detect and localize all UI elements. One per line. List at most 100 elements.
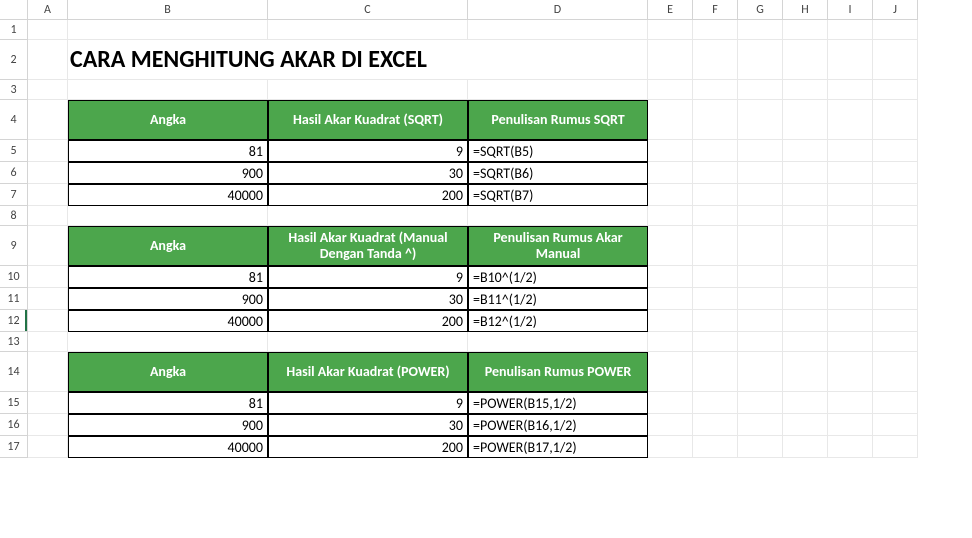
cell-C7[interactable]: 200 <box>268 184 468 206</box>
cell-H3[interactable] <box>783 80 828 100</box>
cell-A1[interactable] <box>28 20 68 40</box>
cell-C13[interactable] <box>268 332 468 352</box>
cell-A8[interactable] <box>28 206 68 226</box>
cell-I9[interactable] <box>828 226 873 266</box>
cell-A11[interactable] <box>28 288 68 310</box>
cell-E10[interactable] <box>648 266 693 288</box>
cell-C16[interactable]: 30 <box>268 414 468 436</box>
cell-E8[interactable] <box>648 206 693 226</box>
cell-B13[interactable] <box>68 332 268 352</box>
cell-E4[interactable] <box>648 100 693 140</box>
cell-A13[interactable] <box>28 332 68 352</box>
cell-J3[interactable] <box>873 80 918 100</box>
cell-F10[interactable] <box>693 266 738 288</box>
cell-F3[interactable] <box>693 80 738 100</box>
cell-G3[interactable] <box>738 80 783 100</box>
cell-G13[interactable] <box>738 332 783 352</box>
cell-F8[interactable] <box>693 206 738 226</box>
row-header-1[interactable]: 1 <box>0 20 28 40</box>
cell-H11[interactable] <box>783 288 828 310</box>
row-header-14[interactable]: 14 <box>0 352 28 392</box>
row-header-9[interactable]: 9 <box>0 226 28 266</box>
cell-H13[interactable] <box>783 332 828 352</box>
col-header-D[interactable]: D <box>468 0 648 20</box>
cell-I15[interactable] <box>828 392 873 414</box>
col-header-A[interactable]: A <box>28 0 68 20</box>
cell-D11[interactable]: =B11^(1/2) <box>468 288 648 310</box>
cell-D13[interactable] <box>468 332 648 352</box>
cell-B1[interactable] <box>68 20 268 40</box>
row-header-7[interactable]: 7 <box>0 184 28 206</box>
cell-H12[interactable] <box>783 310 828 332</box>
cell-F17[interactable] <box>693 436 738 458</box>
col-header-C[interactable]: C <box>268 0 468 20</box>
cell-A9[interactable] <box>28 226 68 266</box>
cell-A15[interactable] <box>28 392 68 414</box>
cell-I13[interactable] <box>828 332 873 352</box>
cell-C1[interactable] <box>268 20 468 40</box>
cell-H4[interactable] <box>783 100 828 140</box>
select-all-corner[interactable] <box>0 0 28 20</box>
cell-E6[interactable] <box>648 162 693 184</box>
cell-H2[interactable] <box>783 40 828 80</box>
cell-B12[interactable]: 40000 <box>68 310 268 332</box>
cell-G16[interactable] <box>738 414 783 436</box>
cell-G10[interactable] <box>738 266 783 288</box>
cell-H17[interactable] <box>783 436 828 458</box>
cell-F6[interactable] <box>693 162 738 184</box>
cell-G12[interactable] <box>738 310 783 332</box>
cell-J13[interactable] <box>873 332 918 352</box>
cell-G14[interactable] <box>738 352 783 392</box>
cell-J9[interactable] <box>873 226 918 266</box>
cell-H10[interactable] <box>783 266 828 288</box>
cell-I12[interactable] <box>828 310 873 332</box>
cell-E14[interactable] <box>648 352 693 392</box>
row-header-11[interactable]: 11 <box>0 288 28 310</box>
cell-C8[interactable] <box>268 206 468 226</box>
cell-I10[interactable] <box>828 266 873 288</box>
cell-A14[interactable] <box>28 352 68 392</box>
cell-I2[interactable] <box>828 40 873 80</box>
cell-J2[interactable] <box>873 40 918 80</box>
cell-F4[interactable] <box>693 100 738 140</box>
cell-D3[interactable] <box>468 80 648 100</box>
cell-I3[interactable] <box>828 80 873 100</box>
cell-E2[interactable] <box>648 40 693 80</box>
cell-C17[interactable]: 200 <box>268 436 468 458</box>
cell-B5[interactable]: 81 <box>68 140 268 162</box>
cell-E3[interactable] <box>648 80 693 100</box>
cell-G6[interactable] <box>738 162 783 184</box>
cell-J6[interactable] <box>873 162 918 184</box>
cell-D15[interactable]: =POWER(B15,1/2) <box>468 392 648 414</box>
cell-G5[interactable] <box>738 140 783 162</box>
cell-E1[interactable] <box>648 20 693 40</box>
row-header-4[interactable]: 4 <box>0 100 28 140</box>
cell-J4[interactable] <box>873 100 918 140</box>
cell-E7[interactable] <box>648 184 693 206</box>
cell-F11[interactable] <box>693 288 738 310</box>
cell-J8[interactable] <box>873 206 918 226</box>
cell-H14[interactable] <box>783 352 828 392</box>
cell-A5[interactable] <box>28 140 68 162</box>
cell-G2[interactable] <box>738 40 783 80</box>
row-header-2[interactable]: 2 <box>0 40 28 80</box>
cell-B3[interactable] <box>68 80 268 100</box>
cell-D7[interactable]: =SQRT(B7) <box>468 184 648 206</box>
cell-F15[interactable] <box>693 392 738 414</box>
cell-C3[interactable] <box>268 80 468 100</box>
cell-I14[interactable] <box>828 352 873 392</box>
row-header-17[interactable]: 17 <box>0 436 28 458</box>
spreadsheet-grid[interactable]: A B C D E F G H I J 1 2 CARA MENGHITUNG … <box>0 0 972 458</box>
cell-H1[interactable] <box>783 20 828 40</box>
cell-A17[interactable] <box>28 436 68 458</box>
cell-G8[interactable] <box>738 206 783 226</box>
cell-F1[interactable] <box>693 20 738 40</box>
cell-H7[interactable] <box>783 184 828 206</box>
cell-C5[interactable]: 9 <box>268 140 468 162</box>
cell-F9[interactable] <box>693 226 738 266</box>
cell-B17[interactable]: 40000 <box>68 436 268 458</box>
cell-D5[interactable]: =SQRT(B5) <box>468 140 648 162</box>
cell-B8[interactable] <box>68 206 268 226</box>
cell-C12[interactable]: 200 <box>268 310 468 332</box>
row-header-8[interactable]: 8 <box>0 206 28 226</box>
